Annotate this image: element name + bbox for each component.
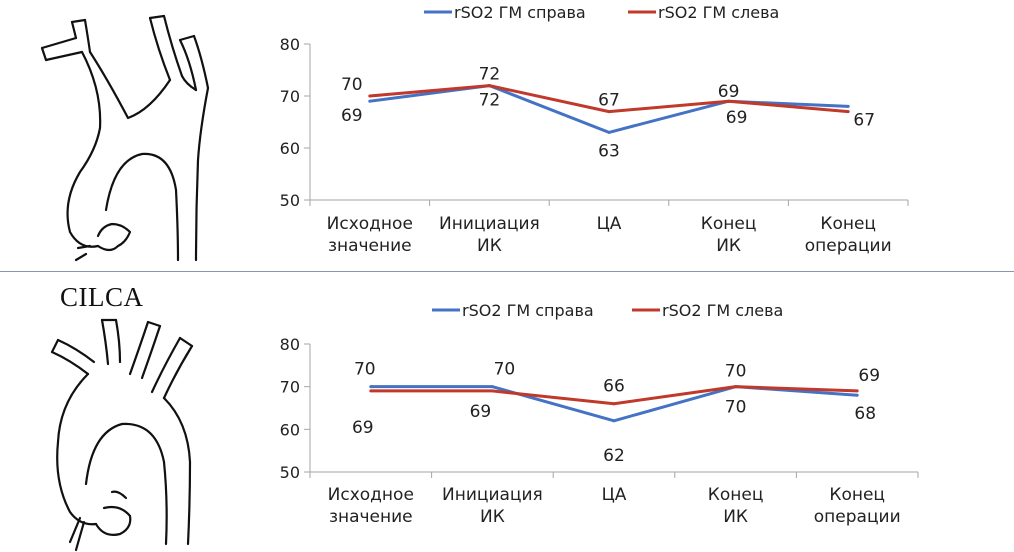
data-label: 72: [479, 65, 501, 85]
x-tick-label: Конец ИК: [701, 214, 757, 256]
data-label: 72: [479, 91, 501, 111]
y-tick-label: 70: [280, 87, 300, 106]
x-tick-label: Инициация ИК: [439, 214, 540, 256]
data-point: [368, 94, 372, 98]
data-label: 68: [854, 404, 876, 424]
x-tick-label: Конец ИК: [708, 485, 764, 527]
legend-label: rSO2 ГМ слева: [658, 3, 779, 22]
legend-label: rSO2 ГМ справа: [462, 301, 594, 320]
x-tick-label: Исходное значение: [327, 214, 413, 256]
data-label: 69: [341, 106, 363, 126]
data-point: [846, 104, 850, 108]
data-label: 69: [352, 418, 374, 438]
data-point: [607, 110, 611, 114]
data-label: 67: [853, 111, 875, 131]
data-point: [490, 389, 494, 393]
x-tick-label-line: ИК: [716, 236, 741, 256]
x-tick-label-line: ИК: [477, 236, 502, 256]
data-label: 70: [341, 75, 363, 95]
x-tick-label: Исходное значение: [328, 485, 414, 527]
data-label: 70: [494, 360, 516, 380]
x-tick-label-line: ИК: [480, 507, 505, 527]
x-tick-label-line: Конец: [820, 214, 876, 234]
data-point: [368, 99, 372, 103]
data-label: 69: [470, 402, 492, 422]
x-tick-label-line: значение: [328, 236, 412, 256]
data-point: [487, 84, 491, 88]
data-label: 69: [718, 82, 740, 102]
data-point: [846, 110, 850, 114]
legend-label: rSO2 ГМ справа: [454, 3, 586, 22]
data-label: 70: [354, 360, 376, 380]
x-tick-label-line: Конец: [701, 214, 757, 234]
data-point: [855, 393, 859, 397]
y-tick-label: 50: [280, 191, 300, 210]
data-label: 63: [598, 141, 620, 161]
panel-divider: [0, 271, 1014, 272]
data-point: [734, 385, 738, 389]
y-tick-label: 80: [280, 35, 300, 54]
panel-label-cilca: CILCA: [60, 282, 144, 312]
x-tick-label-line: Исходное: [328, 485, 414, 505]
data-point: [369, 389, 373, 393]
data-point: [855, 389, 859, 393]
x-tick-label-line: Конец: [708, 485, 764, 505]
aortic-arch-illustration-cilca: [50, 318, 194, 552]
y-tick-label: 50: [280, 463, 300, 482]
data-label: 70: [725, 398, 747, 418]
data-label: 66: [603, 377, 625, 397]
y-tick-label: 60: [280, 139, 300, 158]
x-tick-label: ЦА: [602, 485, 627, 505]
data-label: 67: [598, 91, 620, 111]
data-label: 62: [603, 446, 625, 466]
data-point: [727, 99, 731, 103]
x-tick-label-line: Исходное: [327, 214, 413, 234]
y-tick-label: 80: [280, 335, 300, 354]
data-point: [369, 385, 373, 389]
x-tick-label: Инициация ИК: [442, 485, 543, 527]
x-tick-label-line: операции: [805, 236, 892, 256]
x-tick-label-line: Конец: [829, 485, 885, 505]
y-tick-label: 60: [280, 420, 300, 439]
y-tick-label: 70: [280, 378, 300, 397]
x-tick-label-line: ИК: [723, 507, 748, 527]
data-point: [612, 402, 616, 406]
data-label: 69: [858, 366, 880, 386]
data-point: [607, 130, 611, 134]
x-tick-label-line: операции: [814, 507, 901, 527]
data-point: [612, 419, 616, 423]
data-point: [490, 385, 494, 389]
x-tick-label-line: Инициация: [442, 485, 543, 505]
x-tick-label: Конец операции: [814, 485, 901, 527]
x-tick-label-line: значение: [329, 507, 413, 527]
x-tick-label-line: Инициация: [439, 214, 540, 234]
legend-label: rSO2 ГМ слева: [662, 301, 783, 320]
aortic-arch-illustration: [40, 14, 210, 262]
x-tick-label: ЦА: [597, 214, 622, 234]
x-tick-label: Конец операции: [805, 214, 892, 256]
data-label: 70: [725, 362, 747, 382]
data-label: 69: [726, 108, 748, 128]
